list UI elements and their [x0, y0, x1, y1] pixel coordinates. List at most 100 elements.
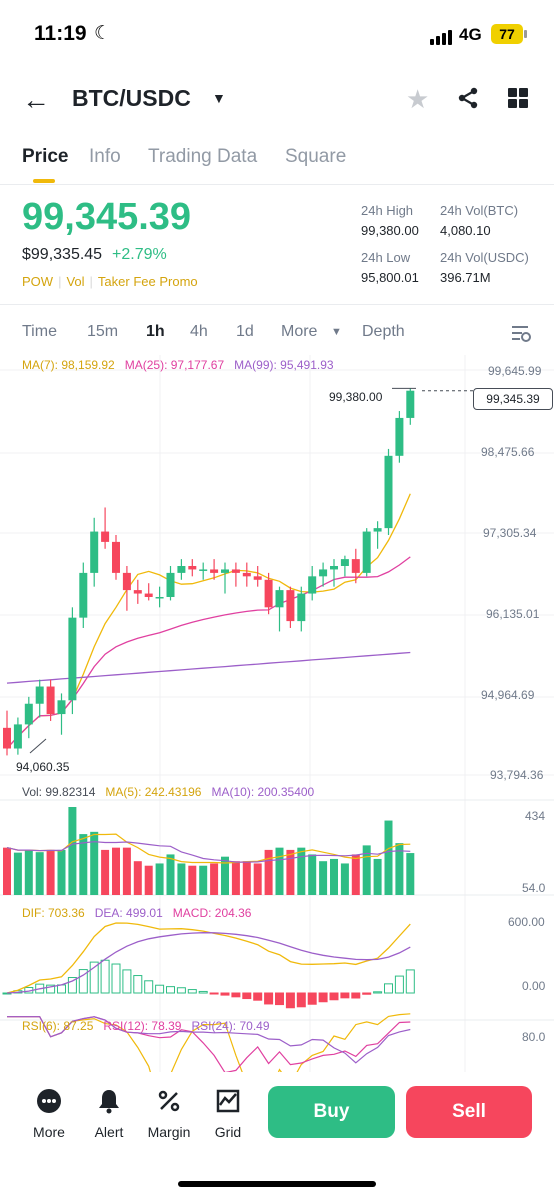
macd-histogram-bar [405, 969, 415, 994]
volume-bar [112, 847, 120, 895]
candle-body [384, 455, 393, 529]
back-arrow-icon[interactable]: ← [22, 84, 50, 115]
alert-button[interactable]: Alert [79, 1088, 139, 1140]
interval-1d[interactable]: 1d [236, 323, 254, 340]
interval-4h[interactable]: 4h [190, 323, 208, 340]
candle-body [144, 593, 153, 597]
price-change: +2.79% [112, 246, 167, 263]
more-button[interactable]: More [19, 1088, 79, 1140]
macd-histogram-bar [253, 992, 263, 1001]
macd-histogram-bar [340, 992, 350, 999]
volume-bar [3, 847, 11, 895]
buy-button[interactable]: Buy [268, 1086, 395, 1138]
volume-bar [101, 849, 110, 895]
volume-bar [231, 861, 240, 895]
volume-bar [155, 863, 164, 895]
candle-body [68, 617, 77, 701]
percent-icon [139, 1088, 199, 1116]
stat-vol-btc: 4,080.10 [440, 223, 491, 238]
volume-bar [188, 865, 197, 895]
macd-dea-line [6, 932, 411, 994]
candle-body [199, 569, 208, 571]
volume-bar [210, 863, 219, 895]
chart-settings-icon[interactable] [510, 322, 532, 349]
interval-more[interactable]: More [281, 323, 318, 340]
tab-square[interactable]: Square [285, 146, 347, 167]
candle-body [133, 590, 142, 594]
candle-body [112, 541, 120, 573]
ma25-line [6, 556, 411, 749]
rsi-axis-label: 80.0 [522, 1030, 546, 1044]
tab-info[interactable]: Info [89, 146, 121, 167]
macd-histogram-bar [264, 992, 274, 1005]
kline-chart[interactable] [0, 355, 554, 1072]
share-icon[interactable] [456, 86, 480, 115]
candle-body [177, 566, 186, 573]
interval-time[interactable]: Time [22, 323, 57, 340]
chart-grid [0, 355, 554, 1072]
low-marker-line [29, 738, 47, 754]
rsi24-line [7, 1016, 411, 1064]
candle-body [351, 559, 360, 573]
ma7-line [6, 493, 411, 749]
volume-bar [330, 858, 338, 895]
usd-price: $99,335.45 [22, 246, 103, 263]
candle-body [330, 566, 338, 570]
stat-low-label: 24h Low [361, 250, 411, 265]
divider [0, 184, 554, 185]
pair-title[interactable]: BTC/USDC [72, 85, 191, 111]
divider [0, 304, 554, 305]
macd-histogram-bar [111, 963, 121, 994]
candle-body [57, 700, 66, 715]
volume-bar [406, 853, 415, 895]
grid-button[interactable]: Grid [198, 1088, 258, 1140]
macd-axis-label: 600.00 [508, 915, 545, 929]
candle-body [210, 569, 219, 573]
candle-body [24, 703, 33, 725]
volume-bar [373, 858, 382, 895]
macd-dif: DIF: 703.36 [22, 906, 85, 920]
volume-axis-label: 434 [525, 809, 546, 823]
caret-down-icon[interactable]: ▼ [331, 326, 342, 338]
rsi-legend: RSI(6): 87.25 RSI(12): 78.39 RSI(24): 70… [22, 1019, 270, 1033]
volume-bar [166, 854, 175, 895]
grid-bot-icon [198, 1088, 258, 1116]
sell-button[interactable]: Sell [406, 1086, 532, 1138]
candle-body [3, 727, 11, 749]
status-bar: 11:19 ☾ 4G 77 [0, 0, 554, 70]
candle-body [101, 531, 110, 542]
volume-ma10-line [6, 841, 411, 863]
margin-button[interactable]: Margin [139, 1088, 199, 1140]
star-icon[interactable]: ★ [406, 84, 430, 114]
candle-body [286, 590, 295, 622]
tab-price[interactable]: Price [22, 146, 69, 167]
tag-taker-fee[interactable]: Taker Fee Promo [97, 274, 198, 289]
macd-histogram-bar [384, 983, 393, 994]
grid-menu-icon[interactable] [508, 88, 528, 108]
candle-body [242, 572, 251, 577]
macd-histogram-bar [209, 992, 219, 995]
macd-histogram-bar [220, 992, 230, 996]
price-axis-label: 98,475.66 [481, 445, 535, 459]
more-icon [19, 1088, 79, 1116]
ma25-value: MA(25): 97,177.67 [124, 358, 225, 372]
volume-bar [68, 807, 77, 895]
macd-axis-label: 0.00 [522, 979, 546, 993]
stat-low: 95,800.01 [361, 270, 419, 285]
macd-histogram-bar [198, 990, 208, 994]
tag-pow[interactable]: POW [22, 274, 54, 289]
interval-15m[interactable]: 15m [87, 323, 119, 340]
tab-trading-data[interactable]: Trading Data [148, 146, 258, 167]
volume-bar [340, 863, 349, 895]
interval-depth[interactable]: Depth [362, 323, 405, 340]
caret-down-icon[interactable]: ▼ [212, 90, 226, 106]
interval-bar: Time 15m 1h 4h 1d More ▼ Depth [0, 323, 554, 347]
price-axis-label: 94,964.69 [481, 688, 535, 702]
tag-vol[interactable]: Vol [66, 274, 85, 289]
stat-vol-usdc: 396.71M [440, 270, 491, 285]
macd-histogram-bar [307, 992, 317, 1005]
tab-underline [33, 179, 55, 183]
volume-bar [221, 856, 229, 895]
low-marker: 94,060.35 [16, 760, 70, 774]
interval-1h[interactable]: 1h [146, 323, 165, 340]
